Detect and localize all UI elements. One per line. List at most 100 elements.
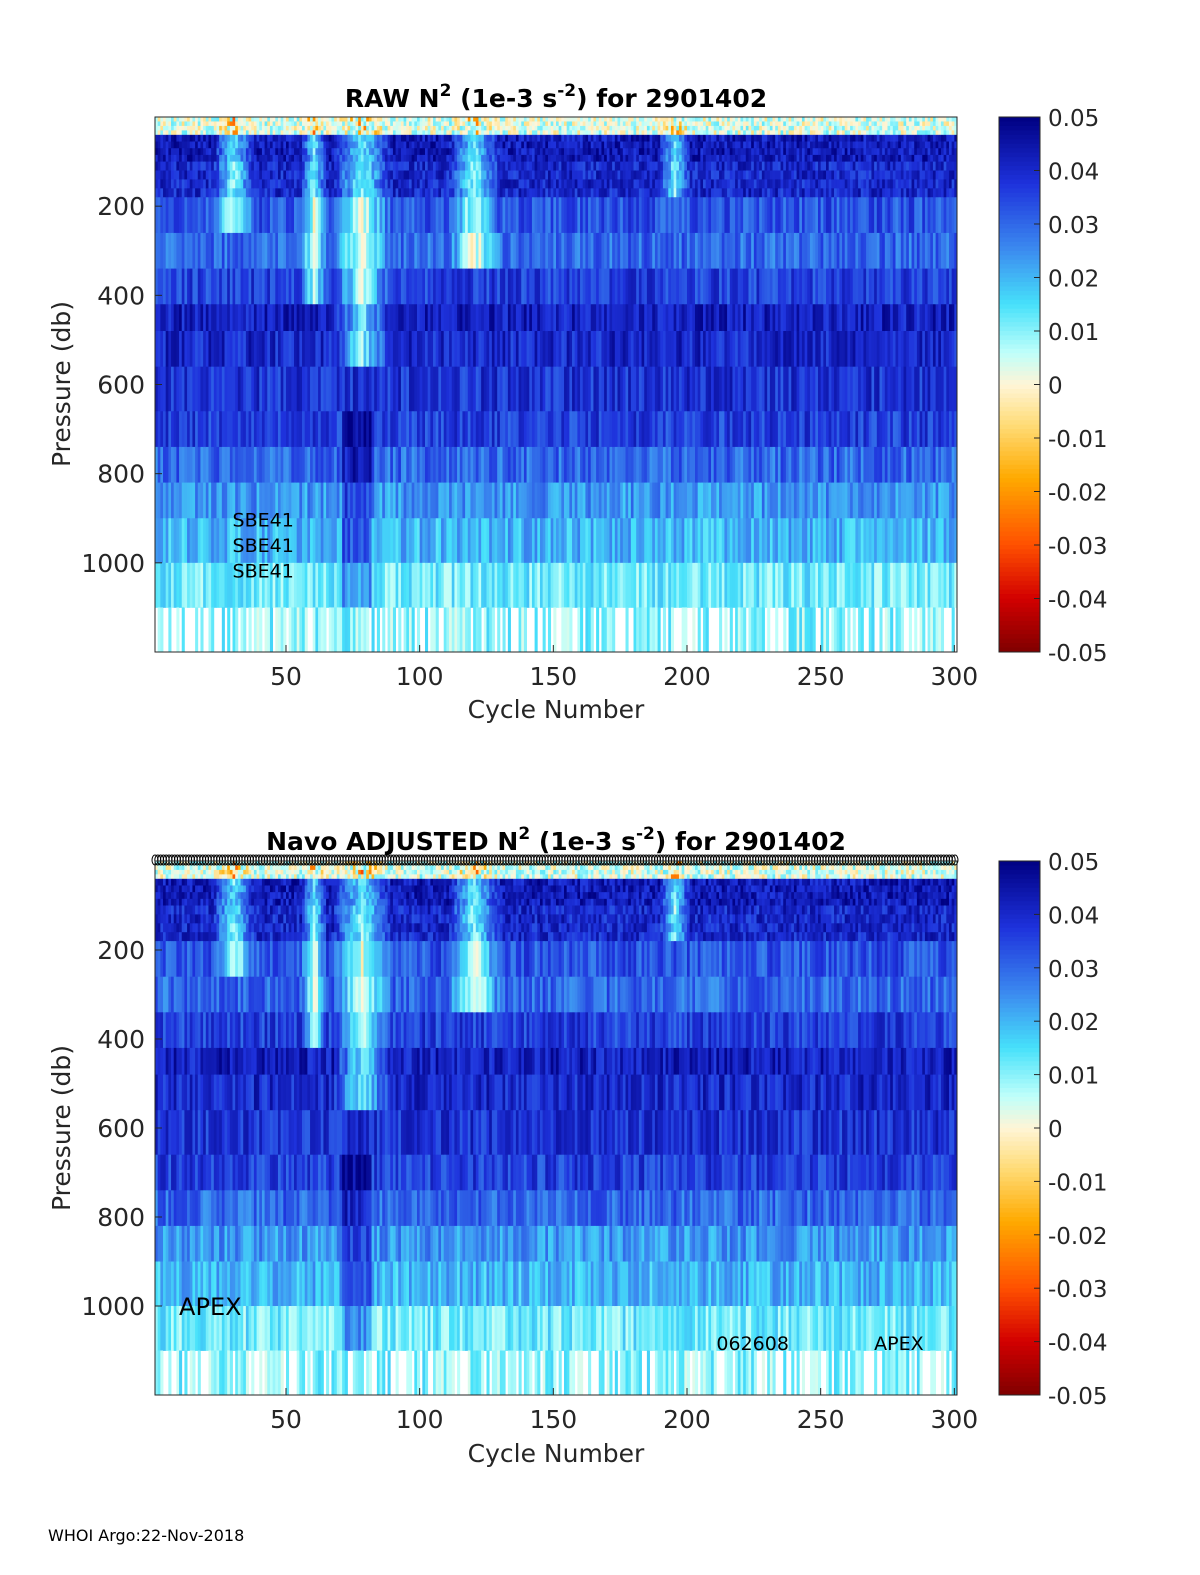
heatmap-cell <box>430 304 434 332</box>
heatmap-cell <box>406 331 410 368</box>
heatmap-cell <box>561 141 565 149</box>
heatmap-cell <box>628 232 632 269</box>
heatmap-cell <box>711 482 715 519</box>
heatmap-cell <box>395 518 399 564</box>
heatmap-cell <box>657 141 661 149</box>
heatmap-cell <box>267 607 271 653</box>
heatmap-cell <box>459 331 463 368</box>
heatmap-cell <box>168 170 172 180</box>
heatmap-cell <box>654 188 658 198</box>
heatmap-cell <box>582 188 586 198</box>
heatmap-cell <box>481 141 485 149</box>
heatmap-cell <box>336 482 340 519</box>
heatmap-cell <box>179 562 183 608</box>
heatmap-cell <box>264 170 268 180</box>
heatmap-cell <box>633 134 637 142</box>
heatmap-cell <box>288 518 292 564</box>
heatmap-cell <box>473 141 477 149</box>
heatmap-cell <box>454 141 458 149</box>
heatmap-cell <box>572 161 576 171</box>
heatmap-cell <box>181 170 185 180</box>
heatmap-cell <box>219 125 223 131</box>
heatmap-cell <box>318 482 322 519</box>
heatmap-cell <box>515 366 519 412</box>
heatmap-cell <box>606 331 610 368</box>
heatmap-cell <box>462 518 466 564</box>
heatmap-cell <box>235 607 239 653</box>
heatmap-cell <box>489 117 493 122</box>
heatmap-cell <box>604 125 608 131</box>
heatmap-cell <box>275 130 279 136</box>
heatmap-cell <box>200 446 204 483</box>
heatmap-cell <box>318 562 322 608</box>
heatmap-cell <box>414 148 418 156</box>
heatmap-cell <box>392 148 396 156</box>
heatmap-cell <box>478 607 482 653</box>
heatmap-cell <box>630 268 634 305</box>
heatmap-cell <box>315 179 319 189</box>
heatmap-cell <box>711 121 715 127</box>
heatmap-cell <box>179 232 183 269</box>
heatmap-cell <box>465 268 469 305</box>
heatmap-cell <box>556 482 560 519</box>
heatmap-cell <box>408 411 413 448</box>
heatmap-cell <box>291 125 295 131</box>
heatmap-cell <box>326 331 330 368</box>
heatmap-cell <box>446 117 450 122</box>
heatmap-cell <box>205 188 209 198</box>
heatmap-cell <box>387 331 391 368</box>
heatmap-cell <box>665 125 669 131</box>
heatmap-cell <box>703 179 707 189</box>
heatmap-cell <box>673 304 677 332</box>
heatmap-cell <box>203 154 207 162</box>
heatmap-cell <box>264 148 268 156</box>
heatmap-cell <box>320 125 324 131</box>
heatmap-cell <box>163 331 167 368</box>
heatmap-cell <box>662 197 666 234</box>
heatmap-cell <box>441 154 445 162</box>
heatmap-cell <box>259 411 263 448</box>
heatmap-cell <box>189 154 193 162</box>
heatmap-cell <box>649 161 653 171</box>
heatmap-cell <box>681 121 685 127</box>
heatmap-cell <box>638 411 642 448</box>
heatmap-cell <box>264 188 268 198</box>
heatmap-cell <box>574 562 578 608</box>
heatmap-cell <box>505 117 509 122</box>
heatmap-cell <box>644 117 648 122</box>
heatmap-cell <box>184 121 188 127</box>
heatmap-cell <box>433 134 437 142</box>
heatmap-cell <box>612 170 616 180</box>
heatmap-cell <box>160 125 164 131</box>
heatmap-cell <box>331 117 335 122</box>
heatmap-cell <box>163 121 167 127</box>
heatmap-cell <box>703 304 707 332</box>
heatmap-cell <box>323 130 327 136</box>
heatmap-cell <box>556 148 560 156</box>
heatmap-cell <box>203 562 207 608</box>
heatmap-cell <box>518 482 522 519</box>
heatmap-cell <box>612 121 616 127</box>
heatmap-cell <box>307 170 311 180</box>
heatmap-cell <box>454 482 458 519</box>
heatmap-cell <box>654 148 658 156</box>
heatmap-cell <box>641 130 645 136</box>
heatmap-cell <box>392 125 396 131</box>
heatmap-cell <box>660 161 664 171</box>
heatmap-cell <box>708 117 712 122</box>
heatmap-cell <box>179 179 183 189</box>
heatmap-cell <box>633 232 637 269</box>
heatmap-cell <box>449 446 453 483</box>
heatmap-cell <box>641 197 645 234</box>
heatmap-cell <box>593 188 597 198</box>
heatmap-cell <box>275 607 279 653</box>
heatmap-cell <box>430 331 434 368</box>
heatmap-cell <box>670 232 675 269</box>
heatmap-cell <box>277 179 282 189</box>
heatmap-cell <box>649 134 653 142</box>
heatmap-cell <box>422 117 426 122</box>
heatmap-cell <box>542 232 546 269</box>
heatmap-cell <box>473 154 477 162</box>
heatmap-cell <box>336 446 340 483</box>
heatmap-cell <box>638 518 642 564</box>
